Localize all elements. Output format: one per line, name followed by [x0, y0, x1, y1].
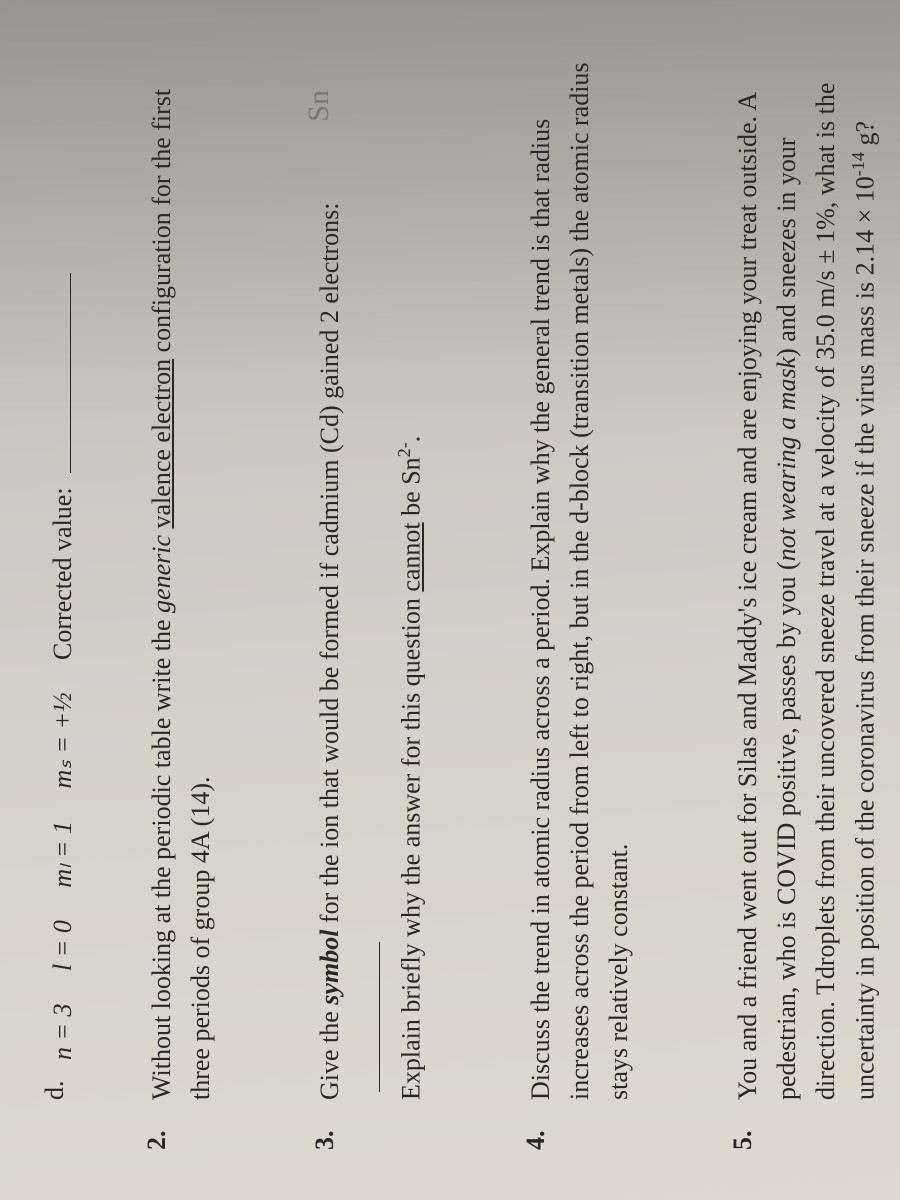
q2-generic: generic: [147, 535, 176, 613]
question-d-text: n = 3 l = 0 mₗ = 1 mₛ = +½ Corrected val…: [40, 60, 82, 1060]
q3-symbol: symbol: [315, 930, 344, 1005]
question-5-number: 5.: [728, 1131, 758, 1151]
q5-italic: not wearing a mask: [772, 357, 801, 561]
question-5: 5. You and a friend went out for Silas a…: [728, 60, 885, 1100]
question-2-number: 2.: [142, 1131, 172, 1151]
corrected-label: Corrected value:: [48, 487, 77, 660]
question-2-text: Without looking at the periodic table wr…: [142, 60, 220, 1100]
q3-cannot: cannot: [397, 522, 426, 591]
question-3-text: Give the symbol for the ion that would b…: [310, 60, 431, 1100]
q2-underlined: valence electron: [147, 359, 176, 529]
question-d-letter: d.: [40, 1081, 70, 1101]
question-2: 2. Without looking at the periodic table…: [142, 60, 220, 1100]
blank-ion: [349, 942, 380, 1092]
page-content: d. n = 3 l = 0 mₗ = 1 mₛ = +½ Corrected …: [0, 0, 900, 1200]
q5-sup: -14: [848, 152, 868, 176]
handwritten-sn: Sn: [302, 90, 336, 122]
question-d: d. n = 3 l = 0 mₗ = 1 mₛ = +½ Corrected …: [40, 60, 82, 1100]
question-3-number: 3.: [310, 1131, 340, 1151]
q-d-l: l = 0: [48, 920, 77, 971]
q-d-ms: mₛ = +½: [48, 692, 77, 788]
blank-corrected: [40, 273, 71, 473]
q-d-ml: mₗ = 1: [48, 821, 77, 888]
question-4-text: Discuss the trend in atomic radius acros…: [521, 60, 638, 1100]
q3-sup: 2-: [394, 442, 414, 457]
question-4-number: 4.: [521, 1131, 551, 1151]
question-5-text: You and a friend went out for Silas and …: [728, 60, 885, 1100]
q-d-n: n = 3: [48, 1003, 77, 1060]
question-4: 4. Discuss the trend in atomic radius ac…: [521, 60, 638, 1100]
question-3: 3. Give the symbol for the ion that woul…: [310, 60, 431, 1100]
